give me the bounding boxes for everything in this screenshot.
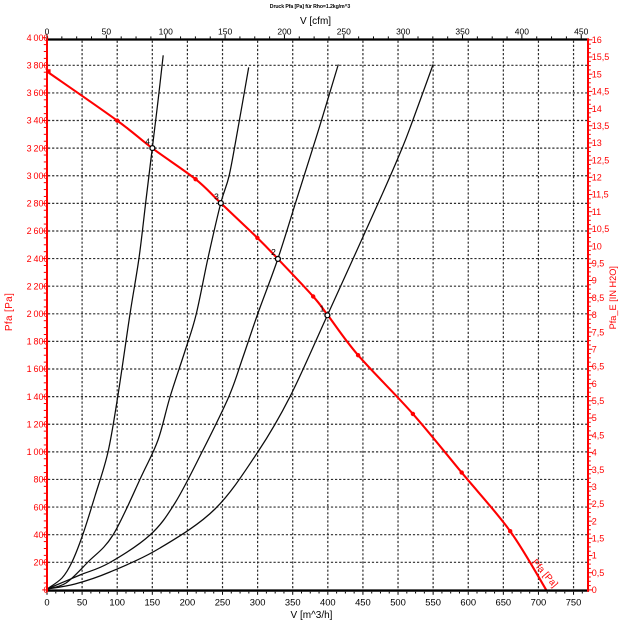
svg-text:1 200: 1 200	[27, 419, 49, 429]
svg-text:6: 6	[592, 379, 597, 389]
svg-text:200: 200	[277, 27, 291, 37]
svg-text:650: 650	[496, 597, 512, 608]
svg-text:350: 350	[455, 27, 469, 37]
svg-text:2 600: 2 600	[27, 226, 49, 236]
svg-text:1,5: 1,5	[592, 534, 605, 544]
svg-text:2 400: 2 400	[27, 254, 49, 264]
svg-text:11: 11	[592, 207, 601, 217]
svg-text:400: 400	[515, 27, 529, 37]
svg-text:3,5: 3,5	[592, 465, 605, 475]
svg-text:16: 16	[592, 35, 602, 45]
svg-text:250: 250	[337, 27, 351, 37]
svg-text:8,5: 8,5	[592, 293, 605, 303]
svg-text:1: 1	[320, 303, 325, 313]
svg-text:250: 250	[215, 597, 231, 608]
svg-text:5: 5	[592, 413, 597, 423]
svg-text:600: 600	[460, 597, 476, 608]
svg-text:400: 400	[33, 530, 48, 540]
svg-text:Pfa [Pa]: Pfa [Pa]	[4, 293, 15, 331]
svg-text:3 200: 3 200	[27, 143, 49, 153]
svg-text:50: 50	[77, 597, 87, 608]
svg-text:300: 300	[396, 27, 410, 37]
svg-text:2,5: 2,5	[592, 499, 605, 509]
svg-text:10,5: 10,5	[592, 224, 610, 234]
svg-text:0: 0	[43, 585, 48, 595]
svg-text:100: 100	[159, 27, 173, 37]
svg-text:3 600: 3 600	[27, 88, 49, 98]
svg-text:4: 4	[145, 137, 150, 147]
svg-text:200: 200	[33, 557, 48, 567]
svg-text:15: 15	[592, 69, 602, 79]
svg-text:7,5: 7,5	[592, 327, 605, 337]
svg-text:V [m^3/h]: V [m^3/h]	[291, 610, 333, 621]
svg-text:Pfa_E [IN H2O]: Pfa_E [IN H2O]	[608, 266, 618, 329]
svg-text:2 200: 2 200	[27, 281, 49, 291]
svg-text:V [cfm]: V [cfm]	[300, 16, 331, 27]
svg-text:13: 13	[592, 138, 602, 148]
svg-text:7: 7	[592, 344, 597, 354]
svg-text:2: 2	[592, 516, 597, 526]
svg-text:450: 450	[355, 597, 371, 608]
svg-text:0: 0	[45, 27, 50, 37]
svg-text:1 800: 1 800	[27, 337, 49, 347]
svg-text:4,5: 4,5	[592, 430, 605, 440]
svg-text:0,5: 0,5	[592, 568, 605, 578]
svg-text:12,5: 12,5	[592, 155, 610, 165]
svg-text:11,5: 11,5	[592, 190, 609, 200]
svg-text:500: 500	[390, 597, 406, 608]
svg-text:450: 450	[574, 27, 588, 37]
svg-text:3 800: 3 800	[27, 61, 49, 71]
svg-text:14,5: 14,5	[592, 87, 610, 97]
svg-text:3 000: 3 000	[27, 171, 49, 181]
svg-text:5,5: 5,5	[592, 396, 605, 406]
svg-text:300: 300	[250, 597, 266, 608]
svg-text:200: 200	[180, 597, 196, 608]
svg-text:2: 2	[271, 247, 276, 257]
svg-text:50: 50	[102, 27, 112, 37]
svg-text:150: 150	[144, 597, 160, 608]
svg-text:6,5: 6,5	[592, 362, 605, 372]
svg-text:3 400: 3 400	[27, 116, 49, 126]
svg-text:3: 3	[592, 482, 597, 492]
svg-text:1 600: 1 600	[27, 364, 49, 374]
svg-text:1: 1	[592, 551, 597, 561]
svg-text:13,5: 13,5	[592, 121, 610, 131]
svg-text:100: 100	[109, 597, 125, 608]
svg-text:1 000: 1 000	[27, 447, 49, 457]
svg-text:550: 550	[425, 597, 441, 608]
svg-text:800: 800	[33, 475, 48, 485]
svg-text:12: 12	[592, 173, 602, 183]
svg-text:350: 350	[285, 597, 301, 608]
svg-text:8: 8	[592, 310, 597, 320]
svg-text:Druck Pfa [Pa] für Rho=1.2kg/m: Druck Pfa [Pa] für Rho=1.2kg/m^3	[270, 4, 351, 10]
svg-text:15,5: 15,5	[592, 52, 610, 62]
svg-text:0: 0	[592, 585, 597, 595]
svg-text:750: 750	[566, 597, 582, 608]
svg-text:1 400: 1 400	[27, 392, 49, 402]
svg-text:4 000: 4 000	[27, 33, 49, 43]
svg-text:3: 3	[214, 192, 219, 202]
svg-text:150: 150	[218, 27, 232, 37]
svg-text:600: 600	[33, 502, 48, 512]
svg-text:0: 0	[44, 597, 49, 608]
svg-text:400: 400	[320, 597, 336, 608]
svg-text:9: 9	[592, 276, 597, 286]
svg-text:10: 10	[592, 241, 602, 251]
svg-text:2 000: 2 000	[27, 309, 49, 319]
svg-text:14: 14	[592, 104, 602, 114]
svg-text:2 800: 2 800	[27, 199, 49, 209]
svg-text:700: 700	[531, 597, 547, 608]
svg-text:4: 4	[592, 448, 597, 458]
svg-text:9,5: 9,5	[592, 258, 605, 268]
